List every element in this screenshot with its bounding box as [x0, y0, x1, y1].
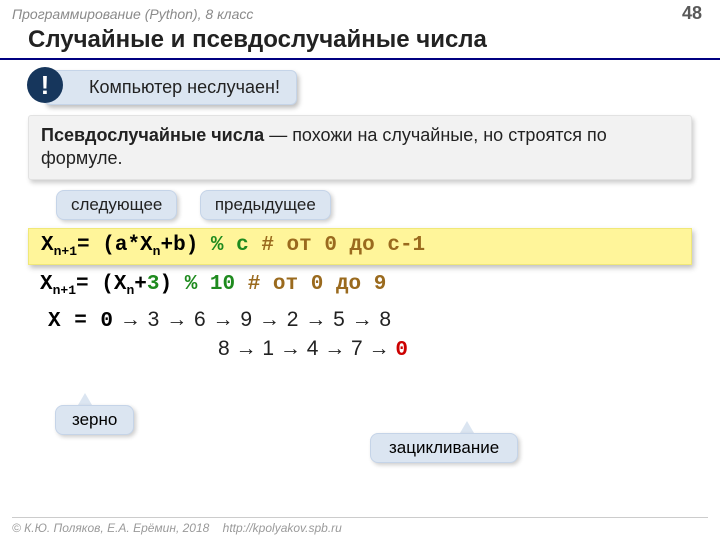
formula-example: Xn+1= (Xn+3) % 10 # от 0 до 9: [40, 273, 692, 298]
label-prev: предыдущее: [200, 190, 331, 220]
course-label: Программирование (Python), 8 класс: [12, 6, 253, 22]
formula-general: Xn+1= (a*Xn+b) % c # от 0 до c-1: [28, 228, 692, 265]
slide-header: Программирование (Python), 8 класс 48: [0, 0, 720, 24]
seed-pointer-icon: [78, 393, 92, 405]
slide-content: ! Компьютер неслучаен! Псевдослучайные ч…: [0, 60, 720, 370]
loop-annotation: зацикливание: [370, 433, 518, 463]
callout-text: Компьютер неслучаен!: [89, 77, 280, 97]
sequence-line-2: 8 → 1 → 4 → 7 → 0: [218, 337, 692, 362]
callout-box: ! Компьютер неслучаен!: [44, 70, 297, 105]
definition-box: Псевдослучайные числа — похожи на случай…: [28, 115, 692, 180]
slide-title: Случайные и псевдослучайные числа: [0, 24, 720, 60]
copyright-text: © К.Ю. Поляков, Е.А. Ерёмин, 2018: [12, 521, 209, 535]
slide-footer: © К.Ю. Поляков, Е.А. Ерёмин, 2018 http:/…: [12, 517, 708, 535]
sequence-line-1: X = 0 → 3 → 6 → 9 → 2 → 5 → 8: [48, 308, 692, 333]
exclamation-icon: !: [27, 67, 63, 103]
definition-term: Псевдослучайные числа: [41, 125, 264, 145]
seed-annotation: зерно: [55, 405, 134, 435]
footer-url[interactable]: http://kpolyakov.spb.ru: [223, 521, 342, 535]
label-next: следующее: [56, 190, 177, 220]
labels-row: следующее предыдущее: [56, 190, 692, 220]
page-number: 48: [682, 3, 702, 24]
loop-pointer-icon: [460, 421, 474, 433]
